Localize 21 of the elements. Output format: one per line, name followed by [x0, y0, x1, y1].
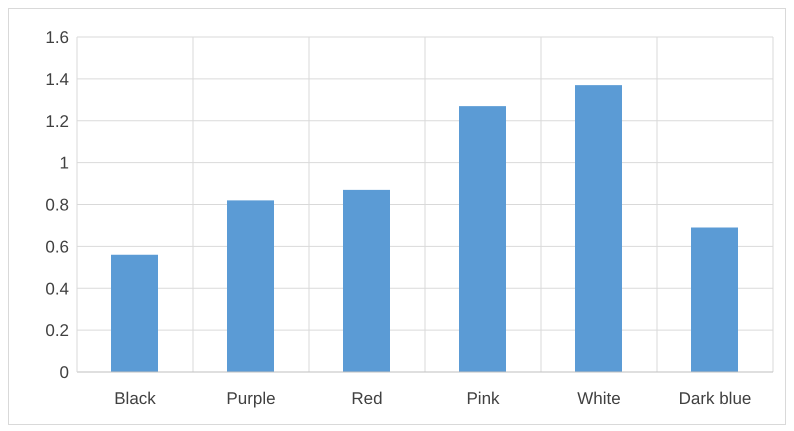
y-tick-label: 0 [60, 363, 69, 382]
y-tick-label: 1 [60, 154, 69, 173]
bar [227, 200, 274, 372]
y-tick-label: 0.4 [45, 279, 69, 298]
y-tick-label: 1.2 [45, 112, 69, 131]
y-tick-label: 1.4 [45, 70, 69, 89]
y-tick-label: 0.6 [45, 237, 69, 256]
x-tick-label: Black [114, 389, 156, 408]
x-tick-label: Purple [226, 389, 276, 408]
x-tick-label: Dark blue [678, 389, 752, 408]
x-tick-label: White [577, 389, 621, 408]
x-tick-label: Pink [466, 389, 500, 408]
bar [691, 228, 738, 372]
y-tick-label: 0.2 [45, 321, 69, 340]
y-tick-label: 0.8 [45, 196, 69, 215]
bar [459, 106, 506, 372]
bar [111, 254, 158, 372]
bar [575, 85, 622, 372]
y-tick-label: 1.6 [45, 28, 69, 48]
x-tick-label: Red [351, 389, 383, 408]
bar [343, 190, 390, 372]
